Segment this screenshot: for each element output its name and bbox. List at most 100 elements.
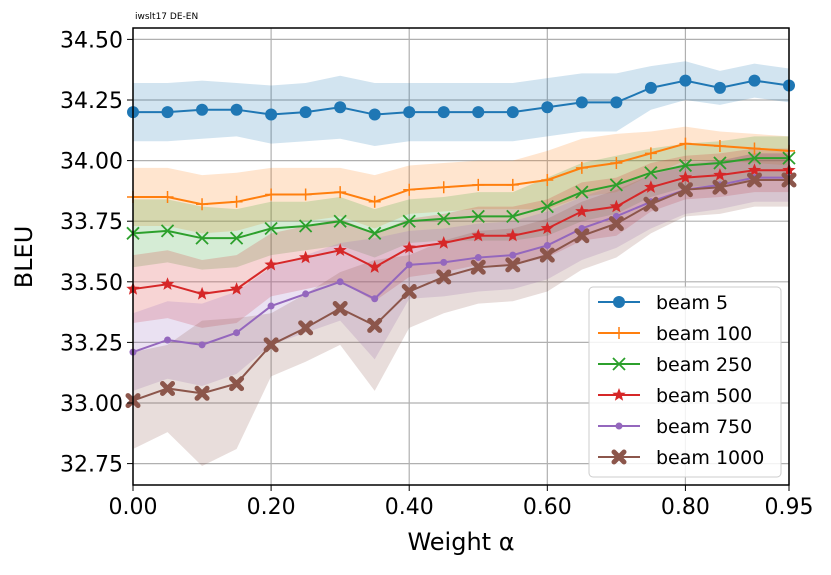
data-point [748,74,761,87]
legend-label: beam 100 [656,323,752,345]
y-tick-label: 34.50 [60,28,123,53]
data-point [747,163,762,176]
data-point [471,209,485,223]
data-point [160,224,175,238]
data-point [402,214,416,228]
data-point [368,226,382,240]
data-point [748,142,761,155]
data-point [540,221,554,235]
confidence-band [133,136,789,270]
data-point [402,240,416,254]
data-point [575,161,588,174]
legend-entry: beam 5 [598,292,728,314]
data-point [608,216,624,232]
data-point [195,286,209,300]
data-point [713,140,726,153]
data-point [610,157,623,170]
data-point [574,228,590,244]
series-beam-5 [127,74,795,121]
data-point [198,341,206,349]
data-point [747,151,762,165]
data-point [643,196,659,212]
data-point [575,96,588,109]
data-point [437,212,451,226]
data-point [164,336,172,344]
x-tick-label: 0.95 [765,495,814,520]
data-point [196,103,209,116]
data-point [371,295,379,303]
series-beam-1000 [125,172,797,409]
y-axis-label: BLEU [10,226,38,289]
data-point [265,108,278,121]
data-point [644,166,658,180]
data-point [436,269,452,285]
data-point [644,81,657,94]
data-point [194,385,210,401]
x-tick-label: 0.60 [523,495,572,520]
data-point [263,337,279,353]
data-point [712,179,728,195]
data-point [506,178,519,191]
data-point [540,200,554,214]
confidence-band [133,126,789,234]
data-point [161,106,174,119]
data-point [609,178,624,192]
data-point [678,170,693,184]
data-point [298,320,314,336]
data-point [264,221,278,236]
data-point [575,204,589,218]
plot-frame [132,27,790,486]
data-point [332,300,348,316]
legend-label: beam 5 [656,292,728,314]
data-point [746,172,762,188]
legend-marker [612,357,626,371]
data-point [575,185,589,199]
data-point [265,188,278,201]
data-point [334,186,347,199]
data-point [541,101,554,114]
y-tick-label: 33.50 [60,271,123,296]
data-point [264,257,278,271]
data-point [610,96,623,109]
data-point [578,224,586,232]
data-point [267,302,275,310]
data-point [679,137,692,150]
data-point [233,329,241,337]
legend-marker [613,327,625,339]
data-point [679,74,692,87]
legend-entry: beam 1000 [598,447,764,469]
legend-entry: beam 100 [598,323,752,345]
x-tick-label: 0.00 [109,495,158,520]
data-point [160,380,176,396]
x-tick-label: 0.40 [385,495,434,520]
data-point [437,236,451,249]
data-point [401,283,417,299]
y-tick-label: 34.00 [60,150,123,175]
data-point [472,106,485,119]
data-point [299,106,312,119]
data-point [302,290,310,298]
data-point [405,261,413,269]
data-point [403,106,416,119]
legend-label: beam 1000 [656,447,764,469]
x-tick-label: 0.80 [661,495,710,520]
data-point [229,282,244,295]
legend-entry: beam 500 [598,385,752,407]
legend-marker [615,422,623,430]
data-point [440,258,448,266]
data-point [506,209,520,223]
legend: beam 5 beam 100 beam 250 beam 500 beam 750 be… [588,286,782,478]
data-point [229,231,244,245]
data-point [229,376,245,392]
data-point [230,103,243,116]
legend-label: beam 250 [656,354,752,376]
data-point [160,277,175,290]
data-point [644,147,657,160]
data-point [713,156,727,170]
series-beam-250 [126,151,796,245]
chart-title: iwslt17 DE-EN [135,12,198,22]
legend-marker [611,449,627,465]
legend-label: beam 750 [656,416,752,438]
